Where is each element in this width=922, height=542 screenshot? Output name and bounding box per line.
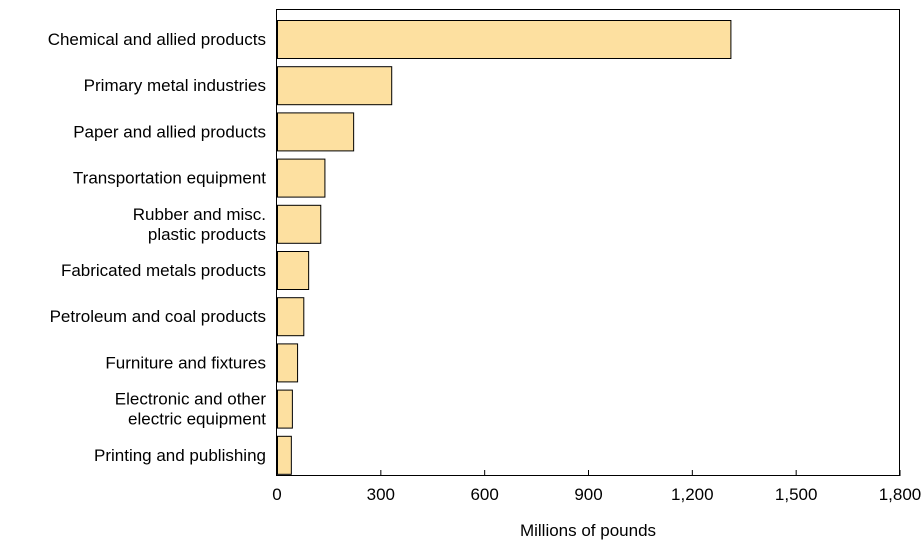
- category-label: Furniture and fixtures: [105, 353, 266, 372]
- category-label-line: Rubber and misc.: [133, 205, 266, 224]
- bar: [277, 66, 393, 106]
- category-label-line: Printing and publishing: [94, 446, 266, 465]
- category-label-line: electric equipment: [128, 410, 266, 429]
- category-labels-group: Chemical and allied products Primary meta…: [48, 30, 267, 465]
- category-label-line: Electronic and other: [115, 390, 267, 409]
- category-label: Rubber and misc. plastic products: [133, 205, 266, 244]
- bar: [277, 435, 292, 475]
- category-label: Printing and publishing: [94, 446, 266, 465]
- category-label-line: Petroleum and coal products: [50, 307, 266, 326]
- x-tick-label: 1,800: [879, 485, 922, 504]
- bar: [277, 204, 322, 244]
- category-label: Electronic and other electric equipment: [115, 390, 267, 429]
- x-tick-label: 1,200: [671, 485, 714, 504]
- bar: [277, 297, 305, 337]
- x-tick-label: 300: [367, 485, 395, 504]
- category-label-line: Furniture and fixtures: [105, 353, 266, 372]
- x-axis-ticks-group: 0 300 600 900 1,200 1,500 1,800: [272, 470, 921, 504]
- category-label-line: Chemical and allied products: [48, 30, 266, 49]
- category-label: Paper and allied products: [73, 122, 266, 141]
- bar: [277, 389, 293, 429]
- category-label: Chemical and allied products: [48, 30, 266, 49]
- category-label: Transportation equipment: [73, 169, 266, 188]
- category-label-line: Transportation equipment: [73, 169, 266, 188]
- category-label: Fabricated metals products: [61, 261, 266, 280]
- bar: [277, 158, 326, 198]
- bar: [277, 20, 732, 59]
- bars-group: [277, 20, 732, 475]
- bar: [277, 343, 299, 383]
- x-tick-label: 1,500: [775, 485, 818, 504]
- category-label: Petroleum and coal products: [50, 307, 266, 326]
- x-tick-label: 600: [470, 485, 498, 504]
- category-label-line: Primary metal industries: [84, 76, 266, 95]
- category-label-line: plastic products: [148, 225, 266, 244]
- bar: [277, 112, 355, 152]
- category-label-line: Fabricated metals products: [61, 261, 266, 280]
- x-tick-label: 900: [574, 485, 602, 504]
- x-axis-title: Millions of pounds: [520, 521, 656, 540]
- x-tick-label: 0: [272, 485, 281, 504]
- category-label: Primary metal industries: [84, 76, 266, 95]
- category-label-line: Paper and allied products: [73, 122, 266, 141]
- bar: [277, 251, 310, 290]
